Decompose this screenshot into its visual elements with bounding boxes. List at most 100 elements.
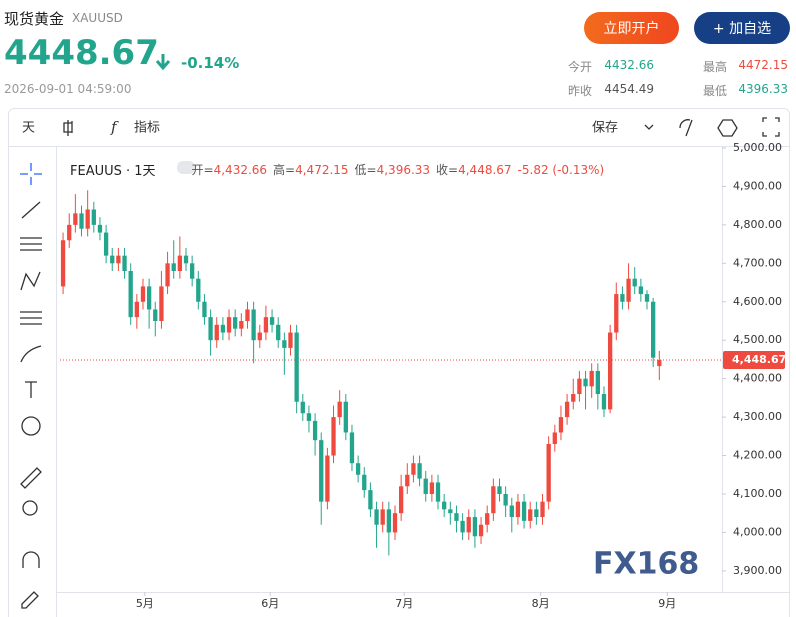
stat-label: 最低 <box>703 84 728 98</box>
y-tick-label: 4,400.00 <box>733 372 782 385</box>
side-tools[interactable] <box>20 163 42 609</box>
legend-label: 低= <box>354 163 377 177</box>
candle-body <box>466 517 471 533</box>
ruler-tool[interactable] <box>20 467 42 489</box>
pattern-tool[interactable] <box>20 271 41 291</box>
legend-value: 4,448.67 <box>458 162 512 177</box>
change: -0.14% <box>181 54 240 72</box>
candle-body <box>398 486 404 514</box>
stat-label: 昨收 <box>568 84 593 98</box>
zoom-tool[interactable] <box>22 500 38 516</box>
legend-change: -5.82 (-0.13%) <box>517 162 605 177</box>
candle-body <box>79 213 84 229</box>
emoji-tool[interactable] <box>21 416 41 436</box>
candle-body <box>73 213 78 225</box>
text-tool[interactable] <box>25 381 37 398</box>
candle-body <box>380 509 385 525</box>
indicators[interactable]: 指标 <box>134 121 160 136</box>
candle-body <box>632 278 637 287</box>
forecast-tool[interactable] <box>20 311 42 325</box>
candle-body <box>343 401 348 433</box>
price: 4448.67 <box>4 33 159 73</box>
interval[interactable]: 天 <box>22 121 35 136</box>
card <box>8 108 790 617</box>
candle-body <box>405 474 410 487</box>
line-tool[interactable] <box>21 201 41 219</box>
crosshair-tool[interactable] <box>20 163 42 185</box>
candle-body <box>282 340 287 348</box>
candle-body <box>153 309 158 321</box>
x-tick-label: 7月 <box>395 597 413 610</box>
legend-label: 开= <box>191 163 214 177</box>
y-tick-label: 4,500.00 <box>733 333 782 346</box>
save[interactable]: 保存 <box>592 121 618 136</box>
indicator-tool[interactable] <box>679 119 693 137</box>
settings[interactable] <box>717 119 738 137</box>
open-account-button[interactable]: 立即开户 <box>584 12 679 44</box>
candle-body <box>392 513 398 533</box>
candle-body <box>312 420 318 441</box>
add-watch-button[interactable]: + 加自选 <box>694 12 790 44</box>
brush-tool[interactable] <box>20 345 42 363</box>
magnet-tool[interactable] <box>22 551 40 568</box>
candle-body <box>165 263 170 287</box>
candle-body <box>423 478 428 494</box>
candle-body <box>325 455 330 502</box>
stat-label: 今开 <box>568 60 593 74</box>
candle-body <box>435 482 441 502</box>
instrument-code: XAUUSD <box>72 11 123 25</box>
y-tick-label: 4,300.00 <box>733 410 782 423</box>
fullscreen[interactable] <box>762 117 780 137</box>
candle-body <box>294 332 299 402</box>
legend-label: 收= <box>436 163 459 177</box>
last-price-box <box>723 350 785 369</box>
save-menu[interactable] <box>644 124 654 130</box>
candle-body <box>454 513 459 521</box>
candle-body <box>595 370 600 395</box>
candle-body <box>411 463 416 475</box>
candle-body <box>571 394 576 402</box>
candle-body <box>239 320 244 329</box>
chart-type[interactable] <box>63 120 73 136</box>
x-tick-label: 9月 <box>658 597 676 610</box>
candle-body <box>368 490 373 510</box>
candle-body <box>552 432 557 444</box>
candle-body <box>515 501 521 518</box>
candle-body <box>429 482 435 494</box>
candle-body <box>300 401 305 414</box>
legend-value: 4,472.15 <box>295 162 349 177</box>
candle-body <box>355 463 361 475</box>
stat-value: 4432.66 <box>604 58 654 72</box>
legend-toggle[interactable] <box>177 161 195 174</box>
candle-body <box>91 209 96 225</box>
candle-body <box>362 474 367 491</box>
candle-body <box>263 317 269 333</box>
candle-body <box>146 286 152 310</box>
candle-body <box>159 286 164 321</box>
last-price-label: 4,448.67 <box>732 353 786 366</box>
fib-tool[interactable] <box>20 237 42 251</box>
candle-body <box>85 209 90 229</box>
candle-body <box>306 413 312 421</box>
fx-icon: f <box>110 118 119 136</box>
candle-body <box>110 255 115 264</box>
candle-body <box>60 240 66 287</box>
watermark: FX168 <box>593 547 699 582</box>
x-tick-label: 8月 <box>532 597 550 610</box>
legend-symbol: FEAUUS · 1天 <box>70 164 156 179</box>
y-tick-label: 4,800.00 <box>733 218 782 231</box>
candle-body <box>472 517 478 537</box>
candle-body <box>349 432 355 464</box>
stat-value: 4454.49 <box>604 82 654 96</box>
candle-body <box>509 505 514 518</box>
lock-tool[interactable] <box>21 591 39 609</box>
candle-body <box>171 263 176 272</box>
candle-body <box>214 324 219 341</box>
legend-value: 4,432.66 <box>213 162 268 177</box>
top-tools[interactable] <box>63 117 780 137</box>
candle-body <box>620 294 625 302</box>
stat-value: 4396.33 <box>738 82 788 96</box>
candle-body <box>491 486 496 514</box>
